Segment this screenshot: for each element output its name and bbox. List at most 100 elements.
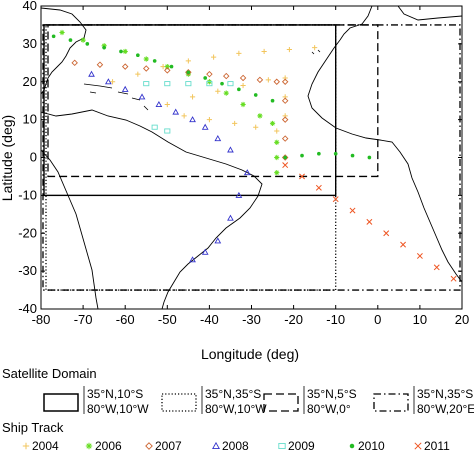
- data-point: [269, 120, 276, 127]
- domain-legend-swatch: [161, 393, 197, 412]
- south-america-west-coast: [41, 149, 99, 309]
- data-point: [206, 81, 213, 87]
- data-point: [122, 48, 128, 55]
- data-point: [383, 230, 390, 237]
- data-point: [206, 117, 212, 123]
- data-point: [135, 71, 141, 77]
- data-point: [223, 72, 230, 80]
- data-point: [164, 101, 170, 108]
- legend-marker: [414, 442, 422, 450]
- legend-marker: [278, 442, 286, 450]
- ship-track-legend-item-2011: 2011: [414, 439, 450, 453]
- data-point: [185, 58, 191, 64]
- data-point: [214, 135, 222, 142]
- data-point: [109, 79, 116, 85]
- data-point: [185, 69, 192, 76]
- series-2008: [88, 70, 251, 263]
- x-tick-label: -80: [32, 312, 51, 327]
- data-point: [211, 54, 217, 60]
- data-point: [51, 34, 56, 39]
- ship-track-legend-item-2009: 2009: [278, 439, 315, 453]
- plot-background: [41, 6, 462, 309]
- y-tick-label: 40: [23, 0, 37, 13]
- x-axis: -80 -70 -60 -50 -40 -30 -20 -10 0 10 20: [32, 6, 469, 327]
- data-point: [240, 82, 246, 89]
- ship-track-legend-label: 2004: [32, 439, 59, 453]
- domain-legend-label-top: 35°N,35°S: [205, 387, 261, 401]
- data-point: [152, 59, 157, 63]
- data-point: [366, 218, 373, 225]
- data-point: [312, 45, 318, 51]
- data-point: [350, 153, 355, 158]
- satellite-domain-legend: 35°N,10°S80°W,10°W35°N,35°S80°W,10°W35°N…: [43, 386, 474, 416]
- ship-track-legend-item-2004: 2004: [22, 439, 59, 453]
- north-america-coastline: [41, 7, 87, 95]
- data-point: [185, 81, 192, 87]
- ship-track-legend-label: 2011: [424, 439, 450, 453]
- series-2010: [51, 34, 372, 160]
- data-point: [236, 50, 242, 56]
- data-point: [349, 207, 356, 214]
- satellite-domain-title: Satellite Domain: [2, 366, 97, 381]
- data-point: [121, 85, 129, 92]
- data-point: [227, 146, 234, 153]
- data-point: [104, 78, 112, 85]
- data-point: [270, 98, 275, 103]
- data-point: [181, 113, 187, 119]
- domain-legend-label-bottom: 80°W,20°E: [417, 402, 474, 416]
- data-point: [274, 139, 280, 145]
- ship-track-legend-label: 2007: [155, 439, 182, 453]
- data-point: [283, 155, 287, 160]
- data-point: [214, 237, 222, 244]
- data-point: [416, 253, 423, 259]
- data-point: [169, 64, 174, 69]
- legend-marker: [85, 442, 93, 450]
- data-point: [265, 77, 271, 83]
- data-point: [189, 116, 196, 123]
- ship-track-title: Ship Track: [2, 420, 64, 435]
- data-point: [102, 45, 106, 50]
- data-point: [239, 74, 247, 82]
- ship-track-legend-item-2008: 2008: [212, 439, 249, 453]
- data-point: [80, 37, 86, 43]
- data-point: [101, 43, 107, 49]
- data-point: [400, 241, 407, 248]
- data-point: [256, 76, 264, 84]
- x-tick-label: 10: [413, 312, 427, 327]
- data-point: [281, 116, 289, 123]
- data-point: [206, 70, 213, 78]
- x-tick-label: -30: [242, 312, 261, 327]
- series-2007: [71, 59, 289, 161]
- caribbean-islands: [83, 83, 149, 111]
- data-point: [281, 78, 289, 85]
- y-tick-label: 10: [23, 112, 37, 127]
- domain-legend-item-dashdot: 35°N,35°S80°W,20°E: [373, 386, 474, 416]
- data-point: [243, 169, 251, 176]
- data-point: [332, 196, 339, 203]
- data-point: [237, 87, 241, 92]
- domain-legend-label-top: 35°N,10°S: [87, 387, 143, 401]
- data-point: [282, 162, 289, 169]
- data-point: [273, 78, 280, 85]
- data-point: [143, 56, 149, 62]
- data-point: [257, 113, 263, 119]
- x-tick-label: -70: [74, 312, 93, 327]
- data-point: [121, 63, 129, 70]
- x-tick-label: 20: [455, 312, 469, 327]
- data-point: [85, 42, 90, 46]
- south-america-coastline: [41, 109, 263, 309]
- data-point: [274, 170, 280, 176]
- ship-track-legend-item-2007: 2007: [145, 439, 182, 453]
- data-point: [71, 59, 78, 67]
- data-point: [151, 124, 158, 130]
- data-point: [59, 29, 65, 36]
- data-point: [300, 153, 304, 158]
- data-point: [201, 123, 209, 130]
- legend-marker: [212, 441, 220, 450]
- series-2011: [282, 162, 457, 282]
- series-2006: [59, 29, 280, 176]
- data-point: [215, 88, 221, 94]
- legend-marker: [22, 442, 30, 450]
- data-point: [367, 155, 372, 160]
- data-point: [281, 154, 289, 161]
